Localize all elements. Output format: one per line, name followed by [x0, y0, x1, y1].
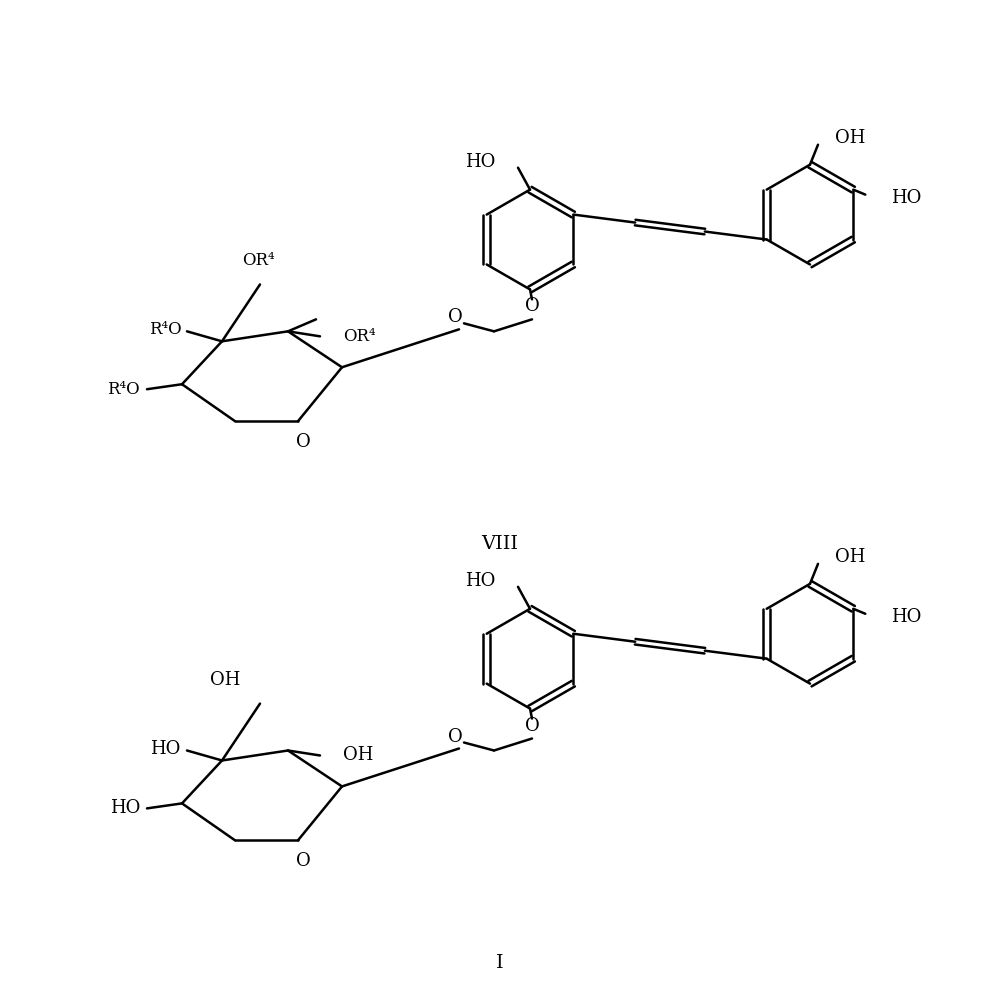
Text: OH: OH — [210, 671, 240, 689]
Text: OH: OH — [343, 747, 373, 764]
Text: I: I — [496, 954, 504, 972]
Text: O: O — [296, 852, 310, 870]
Text: OR⁴: OR⁴ — [343, 327, 376, 345]
Text: VIII: VIII — [482, 535, 518, 553]
Text: R⁴O: R⁴O — [107, 380, 140, 398]
Text: OR⁴: OR⁴ — [242, 252, 274, 269]
Text: O: O — [448, 308, 462, 326]
Text: O: O — [525, 717, 539, 735]
Text: O: O — [296, 433, 310, 451]
Text: OH: OH — [835, 129, 865, 147]
Text: HO: HO — [465, 153, 495, 171]
Text: O: O — [448, 728, 462, 746]
Text: O: O — [525, 297, 539, 315]
Text: HO: HO — [891, 608, 922, 626]
Text: R⁴O: R⁴O — [149, 320, 182, 338]
Text: OH: OH — [835, 548, 865, 566]
Text: HO: HO — [150, 740, 180, 757]
Text: HO: HO — [465, 572, 495, 590]
Text: HO: HO — [891, 189, 922, 207]
Text: HO: HO — [110, 799, 140, 817]
